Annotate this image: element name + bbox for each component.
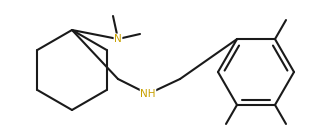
Text: NH: NH: [140, 89, 156, 99]
Text: N: N: [114, 34, 122, 44]
